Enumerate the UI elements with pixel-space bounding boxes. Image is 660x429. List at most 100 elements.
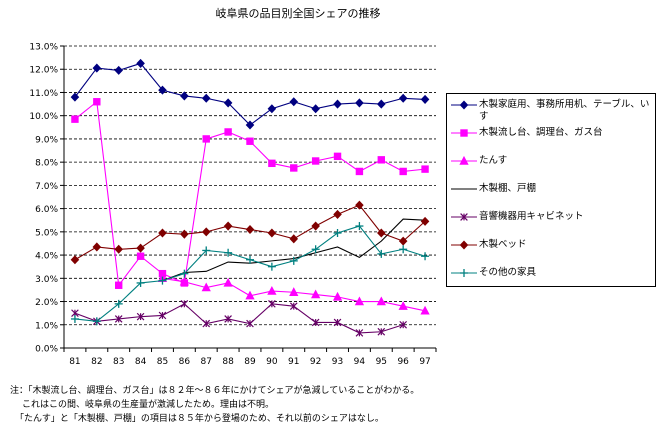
data-point-6-0	[70, 314, 79, 323]
data-point-6-1	[92, 317, 101, 326]
data-point-5-1	[92, 242, 102, 252]
y-tick-label: 9.0%	[35, 135, 58, 145]
data-point-5-11	[311, 221, 320, 231]
data-point-4-4	[158, 311, 167, 320]
data-point-6-14	[377, 249, 386, 258]
data-point-0-6	[201, 93, 211, 103]
data-point-1-14	[377, 156, 385, 164]
data-point-5-12	[333, 209, 342, 219]
legend-swatch-bed	[451, 240, 477, 250]
data-point-4-15	[399, 320, 408, 329]
data-point-6-13	[355, 222, 364, 231]
data-point-1-1	[93, 98, 101, 106]
plot-area	[70, 58, 430, 337]
data-point-0-16	[420, 94, 430, 104]
series-line-4	[74, 303, 404, 334]
legend-label-audio-cabinet: 音響機器用キャビネット	[479, 211, 584, 222]
data-point-5-5	[180, 229, 189, 239]
data-point-1-9	[268, 159, 276, 168]
x-tick-label: 86	[179, 357, 191, 367]
data-point-2-7	[223, 277, 233, 287]
legend-swatch-marker	[459, 155, 469, 165]
data-point-5-7	[223, 221, 233, 231]
data-point-2-6	[201, 282, 211, 292]
data-point-0-11	[311, 104, 320, 114]
series-6	[70, 222, 430, 326]
x-tick-label: 81	[69, 357, 80, 367]
data-point-4-13	[355, 329, 364, 337]
data-point-5-2	[114, 244, 123, 254]
data-point-0-2	[114, 65, 123, 75]
data-point-6-3	[136, 278, 145, 287]
legend-swatch-desk	[451, 100, 477, 110]
legend-label-other: その他の家具	[479, 267, 537, 278]
chart-title: 岐阜県の品目別全国シェアの推移	[216, 6, 381, 20]
legend-item-bed: 木製ベッド	[451, 239, 651, 251]
data-point-1-3	[136, 252, 145, 260]
legend-label-tansu: たんす	[479, 155, 508, 166]
data-point-1-12	[333, 152, 342, 161]
data-point-0-0	[70, 92, 80, 102]
y-tick-label: 3.0%	[35, 275, 58, 285]
y-tick-label: 12.0%	[29, 66, 58, 76]
y-tick-label: 0.0%	[35, 345, 58, 355]
note-line-2: これはこの間、岐阜県の生産量が激減したため。理由は不明。	[22, 400, 275, 410]
data-point-4-2	[114, 315, 123, 323]
y-tick-label: 10.0%	[29, 112, 58, 122]
data-point-0-14	[377, 99, 386, 109]
y-tick-label: 8.0%	[35, 159, 58, 169]
data-point-0-13	[355, 98, 364, 108]
legend-label-sink: 木製流し台、調理台、ガス台	[479, 127, 603, 138]
data-point-0-4	[158, 85, 167, 95]
series-0	[70, 58, 430, 130]
data-point-6-6	[202, 246, 211, 255]
data-point-1-10	[290, 164, 298, 172]
x-tick-label: 97	[419, 357, 430, 367]
data-point-4-9	[268, 300, 276, 308]
x-tick-label: 94	[354, 357, 366, 367]
data-point-1-16	[421, 165, 429, 173]
y-tick-label: 2.0%	[35, 298, 58, 308]
y-tick-label: 4.0%	[35, 252, 58, 262]
data-point-4-8	[246, 319, 254, 328]
data-point-4-12	[333, 318, 342, 327]
data-point-2-13	[354, 296, 365, 306]
data-point-2-9	[267, 286, 277, 295]
legend-item-tansu: たんす	[451, 155, 651, 167]
data-point-6-9	[267, 262, 276, 271]
series-5	[70, 200, 430, 265]
y-tick-label: 11.0%	[29, 89, 58, 99]
data-point-0-5	[180, 91, 189, 101]
legend-item-shelf: 木製棚、戸棚	[451, 183, 651, 195]
data-point-2-14	[376, 296, 386, 306]
data-point-4-10	[289, 302, 298, 311]
x-tick-label: 83	[113, 357, 124, 367]
data-point-2-8	[245, 290, 255, 300]
series-1	[71, 98, 429, 289]
data-point-6-11	[311, 245, 320, 254]
data-point-1-8	[246, 137, 254, 145]
series-4	[71, 300, 408, 337]
legend-label-bed: 木製ベッド	[479, 239, 527, 250]
y-tick-label: 1.0%	[35, 321, 58, 331]
x-tick-label: 89	[244, 357, 256, 367]
data-point-4-3	[136, 312, 145, 321]
data-point-6-10	[289, 256, 298, 265]
data-point-2-11	[311, 289, 321, 299]
x-tick-label: 91	[288, 357, 299, 367]
legend-swatch-marker	[460, 269, 468, 277]
x-tick-label: 90	[266, 357, 278, 367]
data-point-6-7	[224, 248, 233, 257]
data-point-0-8	[245, 120, 255, 130]
data-point-4-11	[311, 318, 320, 327]
data-point-5-16	[420, 216, 430, 226]
legend-swatch-marker	[459, 100, 469, 110]
note-line-1: 注：「木製流し台、調理台、ガス台」は８２年～８６年にかけてシェアが急減しているこ…	[10, 386, 420, 396]
data-point-2-15	[398, 301, 408, 310]
x-tick-label: 93	[332, 357, 343, 367]
x-tick-label: 82	[91, 357, 102, 367]
data-point-4-5	[180, 300, 189, 308]
data-point-6-8	[246, 255, 254, 264]
x-tick-label: 88	[222, 357, 234, 367]
